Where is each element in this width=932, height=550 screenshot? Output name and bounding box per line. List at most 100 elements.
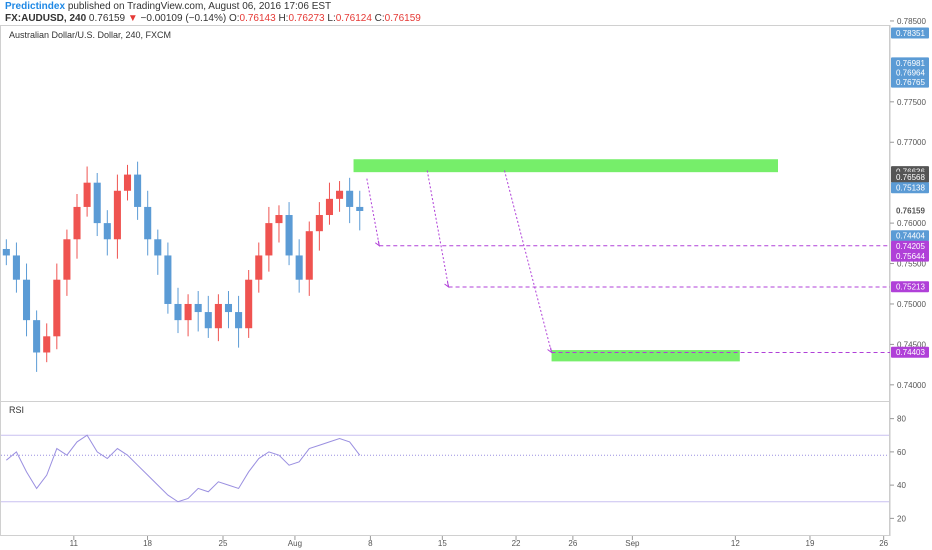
candle-body: [2, 248, 10, 256]
price-tag-bg: [891, 171, 929, 183]
open-value: 0.76143: [239, 13, 276, 24]
candle-body: [43, 336, 51, 353]
candle-body: [275, 215, 283, 224]
y-tick-label: 0.76000: [897, 219, 926, 228]
rsi-y-tick-label: 40: [897, 481, 906, 490]
publisher-name[interactable]: Predictindex: [5, 1, 66, 12]
high-label: H:: [278, 13, 289, 24]
candle-body: [295, 255, 303, 280]
y-tick-label: 0.75000: [897, 300, 926, 309]
y-tick-label: 0.77500: [897, 98, 926, 107]
candle-body: [214, 303, 222, 329]
rsi-y-tick-label: 80: [897, 415, 906, 424]
price-tag-bg: [891, 76, 929, 88]
price-tag-label: 0.78351: [896, 29, 925, 38]
candle-body: [245, 279, 253, 329]
projection-path: [504, 170, 553, 353]
y-tick-label: 0.74000: [897, 381, 926, 390]
x-tick-label: 18: [143, 539, 152, 548]
zone-resistance: [353, 159, 778, 173]
rsi-pane-border: [0, 401, 890, 536]
open-label: O:: [228, 13, 240, 24]
main-layer: 0.78500 0.77500 0.77000 0.76000 0.75500 0.750…: [1, 17, 929, 548]
rsi-title: RSI: [9, 405, 24, 415]
candle-body: [22, 279, 31, 321]
price-tag-bg: [891, 27, 929, 39]
candle-body: [315, 215, 323, 232]
symbol-info: FX:AUDUSD, 240 0.76159 ▼ −0.00109 (−0.14…: [5, 13, 421, 24]
price-tag-label: 0.75138: [896, 184, 925, 193]
x-tick-label: Aug: [288, 539, 302, 548]
zone-target: [551, 350, 740, 362]
candle-body: [194, 303, 202, 313]
price-tag-bg: [891, 281, 929, 293]
candle-body: [63, 239, 71, 280]
candle-body: [134, 174, 142, 207]
candle-body: [204, 312, 212, 329]
x-tick-label: 22: [512, 539, 521, 548]
candle-body: [113, 190, 121, 240]
candle-body: [164, 255, 172, 304]
x-tick-label: 12: [731, 539, 740, 548]
published-text: published on TradingView.com, August 06,…: [67, 1, 332, 12]
candle-body: [255, 255, 263, 280]
x-tick-label: Sep: [625, 539, 640, 548]
price-tag-label: 0.74205: [896, 242, 925, 251]
price-tag-bg: [891, 57, 929, 69]
y-tick-label: 0.75500: [897, 260, 926, 269]
x-tick-label: 19: [806, 539, 815, 548]
y-tick-label: 0.74500: [897, 340, 926, 349]
candle-body: [174, 303, 182, 321]
price-tag-bg: [891, 66, 929, 78]
price-tag-label: 0.74403: [896, 348, 925, 357]
x-tick-label: 11: [70, 539, 79, 548]
x-tick-label: 15: [438, 539, 447, 548]
price-tag-bg: [891, 240, 929, 252]
close-value: 0.76159: [384, 13, 421, 24]
rsi-y-tick-label: 60: [897, 448, 906, 457]
candle-body: [83, 182, 91, 207]
candle-body: [325, 198, 333, 216]
candle-body: [336, 190, 344, 199]
candle-body: [235, 312, 243, 329]
candle-body: [12, 255, 20, 280]
symbol-label: FX:AUDUSD, 240: [5, 13, 87, 24]
price-tag-label: 0.75644: [896, 252, 925, 261]
candle-body: [356, 206, 364, 211]
candle-body: [184, 303, 192, 321]
rsi-line: [6, 434, 361, 503]
candle-body: [154, 239, 162, 256]
price-tag-label: 0.76568: [896, 173, 925, 182]
last-price: 0.76159: [88, 13, 126, 24]
close-label: C:: [374, 13, 385, 24]
current-price-label: 0.76159: [896, 206, 925, 215]
candle-body: [265, 223, 273, 256]
candle-body: [93, 182, 101, 224]
price-tag-bg: [891, 250, 929, 262]
x-tick-label: 8: [368, 539, 373, 548]
price-tag-label: 0.74404: [896, 232, 925, 241]
candle-body: [103, 223, 111, 240]
candle-body: [346, 190, 354, 207]
high-value: 0.76273: [288, 13, 325, 24]
price-change: −0.00109 (−0.14%): [140, 13, 227, 24]
x-tick-label: 26: [879, 539, 888, 548]
price-tag-label: 0.75213: [896, 283, 925, 292]
down-arrow-icon: ▼: [127, 13, 138, 24]
candle-body: [305, 231, 313, 280]
low-label: L:: [327, 13, 336, 24]
price-tag-label: 0.76964: [896, 68, 925, 77]
projection-path: [426, 170, 450, 288]
projection-arrowhead-icon: [374, 240, 381, 247]
candle-body: [224, 303, 233, 313]
price-tag-bg: [891, 182, 929, 194]
candle-body: [123, 174, 132, 191]
candle-body: [73, 206, 81, 240]
main-pane-border: [0, 25, 890, 402]
low-value: 0.76124: [335, 13, 372, 24]
price-tag-bg: [891, 230, 929, 242]
price-tag-label: 0.76765: [896, 78, 925, 87]
publish-info: Predictindex published on TradingView.co…: [5, 1, 331, 12]
projection-arrowhead-icon: [444, 281, 450, 289]
